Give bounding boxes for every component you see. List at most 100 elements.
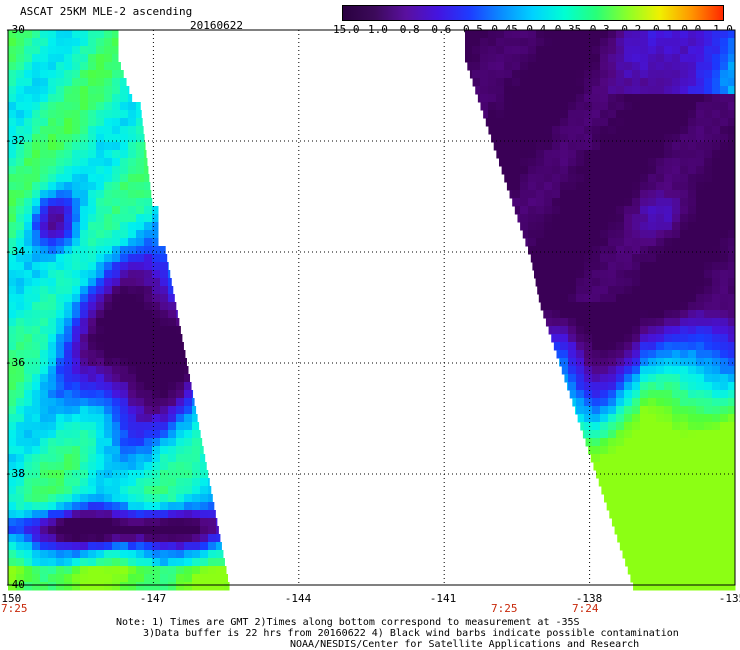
swath-cell [664,510,673,519]
swath-cell [544,134,553,143]
swath-cell [152,230,159,239]
swath-cell [168,414,177,423]
swath-cell [144,270,153,279]
swath-cell [576,174,585,183]
swath-cell [536,110,545,119]
swath-cell [600,174,609,183]
swath-cell [728,206,736,215]
swath-cell [136,294,145,303]
swath-cell [16,70,25,79]
swath-cell [664,566,673,575]
swath-cell [176,582,185,591]
swath-cell [512,126,521,135]
swath-cell [56,150,65,159]
swath-cell [624,398,633,407]
swath-cell [672,294,681,303]
swath-cell [680,158,689,167]
swath-cell [491,134,497,143]
swath-cell [8,30,17,39]
swath-cell [552,70,561,79]
swath-cell [80,342,89,351]
swath-cell [616,286,625,295]
swath-cell [112,446,121,455]
swath-cell [552,190,561,199]
swath-cell [592,446,601,455]
swath-cell [560,270,569,279]
swath-cell [8,430,17,439]
swath-cell [128,550,137,559]
swath-cell [627,566,633,575]
swath-cell [696,286,705,295]
swath-cell [488,46,497,55]
swath-cell [632,150,641,159]
swath-cell [688,166,697,175]
swath-cell [88,142,97,151]
swath-cell [32,150,41,159]
swath-cell [656,398,665,407]
swath-cell [200,438,203,447]
swath-cell [704,294,713,303]
swath-cell [640,510,649,519]
swath-cell [584,62,593,71]
swath-cell [24,310,33,319]
swath-cell [680,358,689,367]
swath-cell [616,526,625,535]
swath-cell [512,166,521,175]
swath-cell [592,30,601,39]
swath-cell [560,158,569,167]
swath-cell [688,366,697,375]
swath-cell [528,238,537,247]
swath-cell [664,438,673,447]
swath-cell [56,574,65,583]
swath-cell [728,350,736,359]
swath-cell [80,270,89,279]
swath-cell [72,342,81,351]
swath-cell [622,550,625,559]
swath-cell [704,374,713,383]
swath-cell [96,478,105,487]
swath-cell [720,102,729,111]
swath-cell [560,126,569,135]
swath-cell [600,254,609,263]
swath-cell [592,334,601,343]
swath-cell [72,94,81,103]
swath-cell [480,54,489,63]
swath-cell [624,422,633,431]
swath-cell [704,94,713,103]
swath-cell [104,526,113,535]
swath-cell [632,38,641,47]
swath-cell [40,542,49,551]
swath-cell [688,358,697,367]
swath-cell [624,158,633,167]
swath-cell [696,182,705,191]
swath-cell [64,446,73,455]
swath-cell [632,318,641,327]
swath-cell [40,230,49,239]
swath-cell [640,518,649,527]
swath-cell [176,534,185,543]
swath-cell [8,70,17,79]
swath-cell [560,118,569,127]
swath-cell [112,430,121,439]
swath-cell [576,318,585,327]
swath-cell [72,54,81,63]
swath-cell [112,510,121,519]
swath-cell [16,502,25,511]
swath-cell [465,30,473,39]
swath-cell [696,342,705,351]
swath-cell [688,342,697,351]
swath-cell [24,502,33,511]
swath-cell [664,110,673,119]
swath-cell [504,54,513,63]
swath-cell [120,454,129,463]
swath-cell [680,534,689,543]
swath-cell [608,398,617,407]
swath-cell [624,126,633,135]
swath-cell [680,494,689,503]
swath-cell [168,510,177,519]
swath-cell [40,398,49,407]
swath-cell [688,430,697,439]
swath-cell [656,126,665,135]
swath-cell [152,534,161,543]
swath-cell [488,110,497,119]
